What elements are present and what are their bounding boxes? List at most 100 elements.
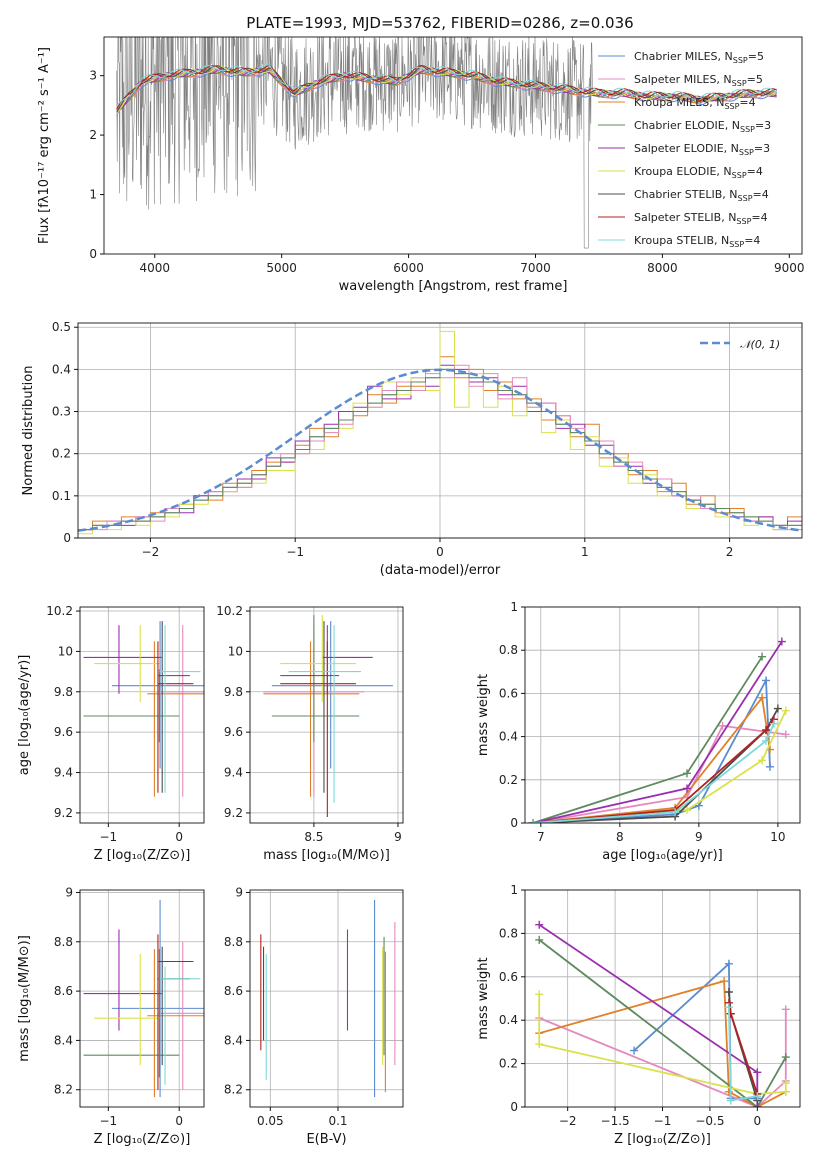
model-line <box>116 65 777 113</box>
weight-marker <box>758 693 767 702</box>
legend-label: Salpeter STELIB, NSSP=4 <box>634 211 768 226</box>
x-tick-label: 0.1 <box>328 1114 347 1128</box>
weight-marker <box>535 1040 544 1049</box>
y-tick-label: 9.6 <box>224 725 243 739</box>
weight-series <box>532 718 775 823</box>
weight-marker <box>726 1096 735 1105</box>
y-tick-label: 0.8 <box>499 643 518 657</box>
x-axis-label: age [log₁₀(age/yr)] <box>602 848 723 863</box>
y-tick-label: 10 <box>228 644 243 658</box>
axes-frame <box>103 36 803 255</box>
y-tick-label: 0.2 <box>499 1057 518 1071</box>
x-tick-label: 0 <box>754 1114 762 1128</box>
y-axis-label: mass [log₁₀(M/M⊙)] <box>17 935 32 1062</box>
x-tick-label: −1 <box>286 545 304 559</box>
weight-marker <box>781 1079 790 1088</box>
weight-marker <box>762 726 771 735</box>
x-axis-label: mass [log₁₀(M/M⊙)] <box>263 848 390 863</box>
weight-series <box>532 695 771 823</box>
weight-series <box>532 710 787 823</box>
y-tick-label: 9 <box>235 885 243 899</box>
y-tick-label: 0.4 <box>499 730 518 744</box>
y-axis-label: mass weight <box>476 674 491 756</box>
legend-label: 𝒩(0, 1) <box>740 338 780 351</box>
y-tick-label: 0 <box>510 1100 518 1114</box>
weight-marker <box>753 1092 762 1101</box>
y-tick-label: 10 <box>58 644 73 658</box>
plot-area <box>116 37 777 249</box>
legend: Chabrier MILES, NSSP=5 Salpeter MILES, NS… <box>598 50 771 249</box>
x-tick-label: 9 <box>695 830 703 844</box>
weight-marker <box>781 1053 790 1062</box>
x-tick-label: 8000 <box>647 261 678 275</box>
legend-label: Kroupa ELODIE, NSSP=4 <box>634 165 763 180</box>
y-tick-label: 9 <box>65 885 73 899</box>
y-tick-label: 9.2 <box>224 806 243 820</box>
weight-marker <box>781 1087 790 1096</box>
weight-marker <box>720 977 729 986</box>
weight-marker <box>682 784 691 793</box>
weight-series <box>532 724 786 823</box>
y-tick-label: 0.8 <box>499 926 518 940</box>
weight-marker <box>718 721 727 730</box>
y-tick-label: 9.4 <box>54 766 73 780</box>
axes-frame <box>249 889 404 1108</box>
weight-series <box>532 723 775 823</box>
x-tick-label: 7000 <box>520 261 551 275</box>
weight-marker <box>769 719 778 728</box>
chart-age-vs-mass: 8.5 9 9.2 9.4 9.6 9.8 10 10.2 mass [log₁₀(M/M⊙)] <box>216 604 404 863</box>
legend-label: Chabrier ELODIE, NSSP=3 <box>634 119 771 134</box>
weight-marker <box>758 756 767 765</box>
x-tick-label: 7 <box>537 830 545 844</box>
weight-series <box>538 1009 787 1107</box>
x-tick-label: 8.5 <box>304 830 323 844</box>
plot-area <box>535 920 790 1107</box>
y-tick-label: 2 <box>89 128 97 142</box>
y-tick-label: 1 <box>510 600 518 614</box>
plot-area <box>263 615 393 817</box>
y-tick-label: 8.4 <box>54 1033 73 1047</box>
weight-marker <box>528 819 537 823</box>
legend-label: Salpeter MILES, NSSP=5 <box>634 73 763 88</box>
weight-marker <box>724 987 733 996</box>
weight-series <box>532 677 771 823</box>
weight-series <box>728 1002 759 1095</box>
weight-series <box>538 923 759 1107</box>
weight-marker <box>777 637 786 646</box>
legend-label: Chabrier STELIB, NSSP=4 <box>634 188 769 203</box>
y-tick-label: 0.6 <box>499 686 518 700</box>
x-tick-label: 0 <box>175 830 183 844</box>
y-tick-label: 1 <box>89 188 97 202</box>
x-axis-label: E(B-V) <box>306 1132 346 1147</box>
y-tick-label: 8.2 <box>54 1083 73 1097</box>
y-tick-label: 10.2 <box>216 604 243 618</box>
legend-label: Kroupa STELIB, NSSP=4 <box>634 234 760 249</box>
y-tick-label: 0.6 <box>499 970 518 984</box>
y-tick-label: 0.4 <box>499 1013 518 1027</box>
y-tick-label: 9.8 <box>224 685 243 699</box>
axes-frame <box>79 889 205 1108</box>
weight-marker <box>726 1009 735 1018</box>
x-tick-label: −2 <box>559 1114 577 1128</box>
x-tick-label: 6000 <box>393 261 424 275</box>
x-tick-label: 8 <box>616 830 624 844</box>
y-tick-label: 9.8 <box>54 685 73 699</box>
x-tick-label: −2 <box>142 545 160 559</box>
x-tick-label: 4000 <box>139 261 170 275</box>
chart-mass-weight-vs-Z: −2 −1.5 −1 −0.5 0 0 0.2 0.4 0.6 0.8 1 Z [log₁₀(Z/Z⊙… <box>476 883 801 1147</box>
weight-series <box>728 991 759 1101</box>
x-tick-label: 0 <box>175 1114 183 1128</box>
y-tick-label: 0.3 <box>52 405 71 419</box>
y-tick-label: 0 <box>89 247 97 261</box>
weight-marker <box>781 730 790 739</box>
x-axis-label: Z [log₁₀(Z/Z⊙)] <box>94 848 191 863</box>
x-axis-label: Z [log₁₀(Z/Z⊙)] <box>614 1132 711 1147</box>
weight-marker <box>762 736 771 745</box>
weight-marker <box>762 676 771 685</box>
chart-age-vs-Z: −1 0 9.2 9.4 9.6 9.8 10 10.2 Z [log₁₀(Z/Z⊙)] age … <box>17 604 205 863</box>
y-tick-label: 3 <box>89 69 97 83</box>
x-tick-label: 1 <box>581 545 589 559</box>
weight-marker <box>535 935 544 944</box>
y-tick-label: 8.4 <box>224 1033 243 1047</box>
